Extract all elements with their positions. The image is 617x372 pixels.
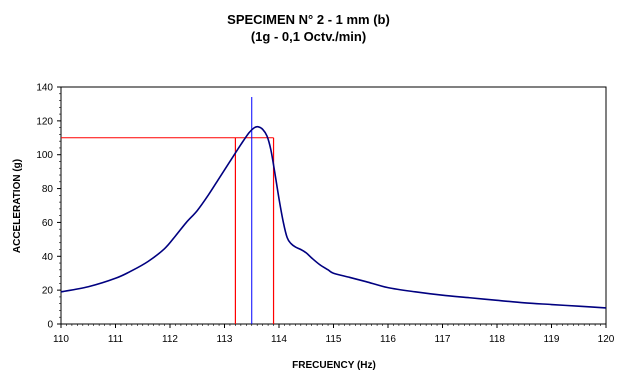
y-tick-label: 0 [47,320,53,331]
x-tick-label: 118 [489,334,505,345]
plot-area-border [60,86,607,325]
chart-title: SPECIMEN N° 2 - 1 mm (b) [227,12,390,27]
series-layer [60,125,607,309]
x-tick-label: 116 [380,334,396,345]
x-tick-label: 114 [271,334,287,345]
x-tick-label: 113 [217,334,233,345]
y-tick-label: 20 [42,286,54,297]
x-tick-label: 119 [544,334,560,345]
x-axis-title: FRECUENCY (Hz) [292,360,376,371]
x-tick-label: 120 [598,334,615,345]
chart-subtitle: (1g - 0,1 Octv./min) [250,29,367,44]
axes-layer: 110 111 112 113 114 115 116 117 118 119 120 0 20 40 60… [36,83,614,346]
x-tick-label: 115 [326,334,342,345]
y-tick-label: 100 [36,150,53,161]
y-tick-label: 60 [42,218,54,229]
y-tick-label: 140 [36,83,53,94]
y-tick-label: 80 [42,184,54,195]
y-tick-label: 120 [36,116,53,127]
x-tick-label: 111 [108,334,124,345]
x-tick-label: 117 [435,334,451,345]
series-line [60,125,607,309]
y-axis-title: ACCELERATION (g) [12,159,23,253]
x-tick-label: 110 [53,334,69,345]
y-tick-label: 40 [42,252,54,263]
x-tick-label: 112 [162,334,178,345]
reference-lines [61,97,275,324]
